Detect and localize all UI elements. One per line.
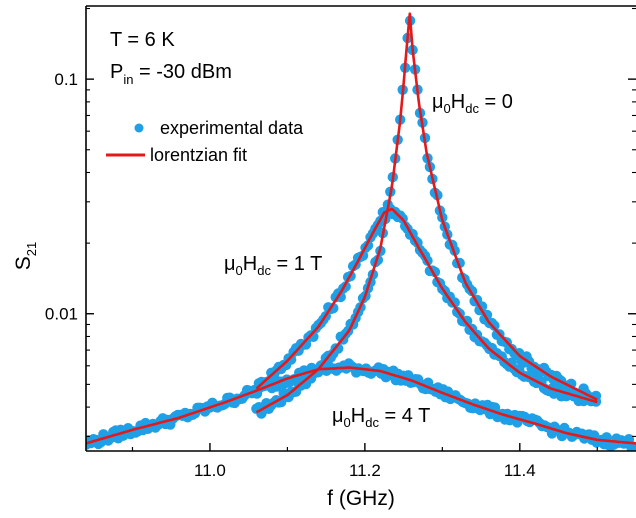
- y-axis-label-main: S: [12, 256, 35, 270]
- x-tick-label: 11.0: [194, 461, 226, 480]
- field-label-0: μ0Hdc = 0: [432, 91, 513, 116]
- x-axis-label: f (GHz): [327, 487, 395, 510]
- field-label-1-value: = 1 T: [271, 253, 322, 275]
- legend-label-experimental: experimental data: [160, 118, 304, 138]
- x-tick-label: 11.4: [504, 461, 536, 480]
- field-label-4: μ0Hdc = 4 T: [332, 405, 430, 430]
- y-tick-label: 0.1: [54, 70, 78, 89]
- field-label-0-mu: μ: [432, 91, 444, 113]
- field-label-1: μ0Hdc = 1 T: [224, 253, 322, 278]
- temperature-label: T = 6 K: [110, 29, 175, 51]
- fit-line-2: [86, 366, 636, 445]
- legend-marker-experimental: [134, 123, 144, 133]
- legend-label-fit: lorentzian fit: [150, 145, 247, 165]
- series-0-points: [251, 15, 602, 419]
- field-label-1-sub-dc: dc: [257, 263, 271, 278]
- field-label-0-value: = 0: [479, 91, 513, 113]
- field-label-1-mu: μ: [224, 253, 236, 275]
- field-label-0-sub-dc: dc: [465, 101, 479, 116]
- data-point: [449, 297, 460, 308]
- field-label-4-mu: μ: [332, 405, 344, 427]
- power-label-sub: in: [123, 72, 133, 87]
- field-label-4-value: = 4 T: [379, 405, 430, 427]
- field-label-0-sub-zero: 0: [444, 101, 451, 116]
- x-tick-label: 11.2: [349, 461, 381, 480]
- power-label-pre: P: [110, 61, 123, 83]
- tick-layer: 11.0 11.2 11.4 0.01 0.1: [45, 7, 636, 480]
- data-point: [489, 320, 500, 331]
- data-layer: [86, 12, 636, 451]
- fit-line-1: [255, 207, 598, 404]
- y-axis-label-sub: 21: [24, 242, 39, 256]
- data-point: [476, 301, 488, 312]
- plot-frame: [85, 5, 636, 452]
- fit-line-0: [255, 12, 598, 414]
- y-axis-label: S21: [12, 242, 39, 270]
- field-label-4-sub-zero: 0: [344, 415, 351, 430]
- power-label: Pin = -30 dBm: [110, 61, 232, 87]
- field-label-4-sub-dc: dc: [365, 415, 379, 430]
- field-label-1-h: H: [243, 253, 257, 275]
- power-label-post: = -30 dBm: [133, 61, 231, 83]
- field-label-1-sub-zero: 0: [236, 263, 243, 278]
- legend: experimental data lorentzian fit: [106, 118, 304, 165]
- field-label-4-h: H: [351, 405, 365, 427]
- y-tick-label: 0.01: [45, 305, 78, 324]
- field-label-0-h: H: [451, 91, 465, 113]
